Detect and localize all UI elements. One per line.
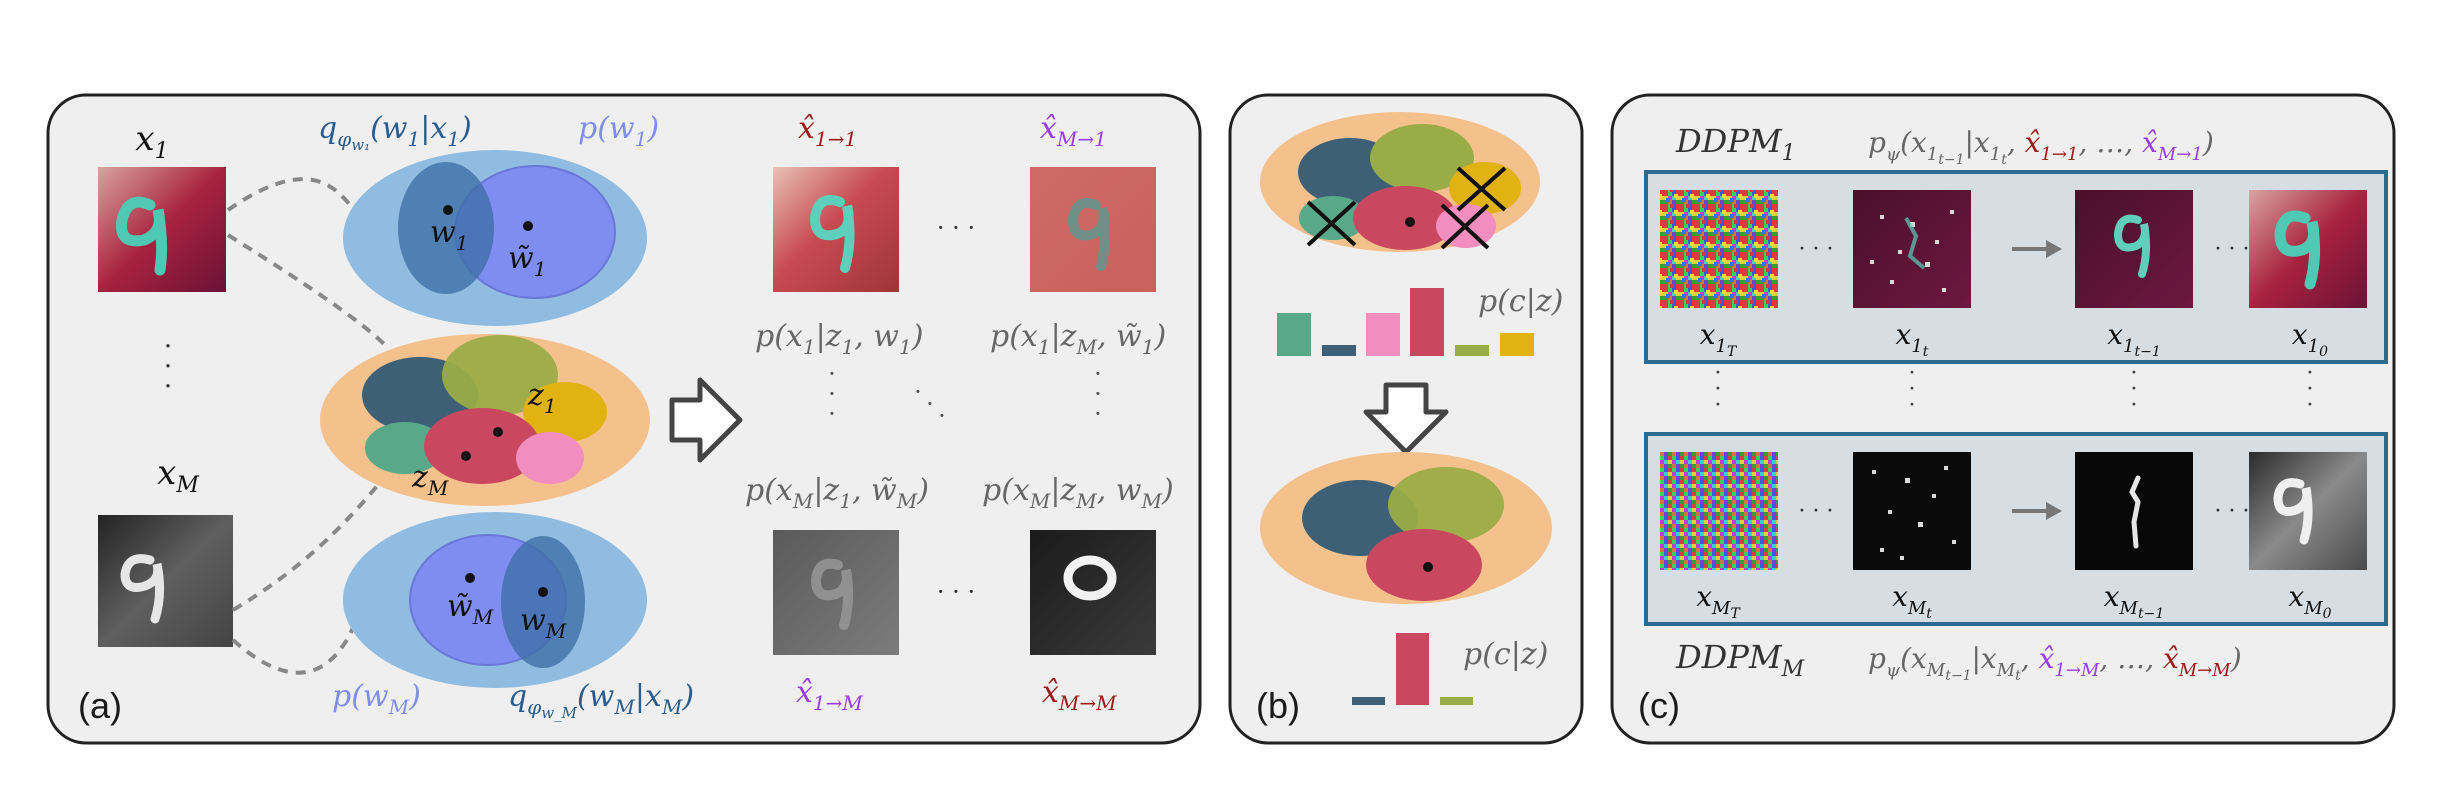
svg-text:·: · [2307,377,2314,402]
arrow-right-icon [669,377,743,463]
ddots-2: · [926,390,934,418]
z1-point: z1 [527,378,557,418]
hdots-bottom: · · · [937,578,975,606]
svg-text:·: · [1715,361,1722,386]
svg-text:·: · [2307,361,2314,386]
bar [1500,333,1534,356]
ddpmM-xMT-image [1660,452,1778,570]
p-xM-z1-wMt: p(xM|z1, w̃M) [745,473,929,513]
panel-a-label: (a) [78,685,122,726]
p-w1-label: p(w1) [578,111,659,151]
output-image-M-M [1030,530,1156,655]
p-xM-zM-wM: p(xM|zM, wM) [982,473,1174,513]
panel-b: (b) p(c|z) [1228,93,1584,745]
vdots-b3: · [1094,400,1102,428]
ddots-3: · [938,402,946,430]
bar [1322,345,1356,356]
vdots-a3: · [828,400,836,428]
arrow-head-icon [2046,240,2062,258]
bar [1396,633,1429,705]
ddots-1: · [914,378,922,406]
ddpm1-x1t-1-image [2075,190,2193,308]
vdots-a2: · [828,380,836,408]
svg-text:·: · [2131,361,2138,386]
output-image-1-1 [773,167,899,292]
ddpmM-xMt-image [1853,452,1971,570]
ddpmM-label: DDPMM [1675,638,1805,682]
input-image-x1 [98,167,226,292]
cross-icon [1306,166,1507,250]
arrow-head-icon [2046,502,2062,520]
dots-left: · [164,332,172,362]
z-latent-after [1260,452,1552,604]
p-cz-top: p(c|z) [1478,284,1563,319]
bar [1455,345,1489,356]
wM-latent-ellipse: w̃M wM [343,512,647,688]
ddpmM-xM0-image [2249,452,2367,570]
w1-latent-ellipse: w1 w̃1 [343,150,647,326]
bar [1440,697,1473,705]
svg-text:·: · [2307,393,2314,418]
panel-c-label: (c) [1638,685,1680,726]
output-image-M-1 [1030,167,1156,292]
vdots-a1: · [828,360,836,388]
bar-chart-after: p(c|z) [1352,633,1548,705]
vdots-c: ··· ··· ··· ··· [1715,361,2314,418]
input-image-xM [98,515,233,647]
connector [231,609,362,675]
arrow-down-icon [1363,382,1449,455]
hdots-top: · · · [937,214,975,242]
hdots-c1: · · · [1799,237,1834,262]
panel-a: (a) x1 · · · xM qφw₁(w1|x1) p(w1) [46,93,1202,745]
hdots-c4: · · · [2215,499,2250,524]
z-latent-ellipse: z1 zM [320,334,650,506]
bar [1352,697,1385,705]
panel-c: (c) DDPM1 pψ(x1t−1|x1t, x̂1→1, …, x̂M→1)… [1610,93,2396,745]
ddpmM-xMt-1-image [2075,452,2193,570]
bar [1277,313,1311,356]
vdots-b2: · [1094,380,1102,408]
connector [226,233,387,347]
bar [1366,313,1400,356]
svg-text:·: · [1715,393,1722,418]
ddpm1-x1T-image [1660,190,1778,308]
svg-text:·: · [1909,393,1916,418]
panel-b-label: (b) [1256,685,1300,726]
connector [226,177,352,212]
w1-point: w1 [430,215,468,255]
ddpm1-x10-image [2249,190,2367,308]
p-x1-z1-w1: p(x1|z1, w1) [755,319,923,359]
dots-left-2: · [164,352,172,382]
w1-tilde-point: w̃1 [508,241,546,281]
p-cz-bottom: p(c|z) [1463,637,1548,672]
hdots-c2: · · · [2215,237,2250,262]
connector [231,483,380,612]
svg-text:·: · [2131,377,2138,402]
dots-left-3: · [164,372,172,402]
svg-text:·: · [1909,361,1916,386]
ddpm1-label: DDPM1 [1675,122,1796,166]
bar-chart-before: p(c|z) [1277,284,1563,356]
svg-text:·: · [1909,377,1916,402]
z-latent-before [1260,112,1540,252]
hdots-c3: · · · [1799,499,1834,524]
svg-text:·: · [1715,377,1722,402]
vdots-b1: · [1094,360,1102,388]
bar [1410,288,1444,356]
svg-text:·: · [2131,393,2138,418]
output-image-1-M [773,530,899,655]
ddpm1-x1t-image [1853,190,1971,308]
